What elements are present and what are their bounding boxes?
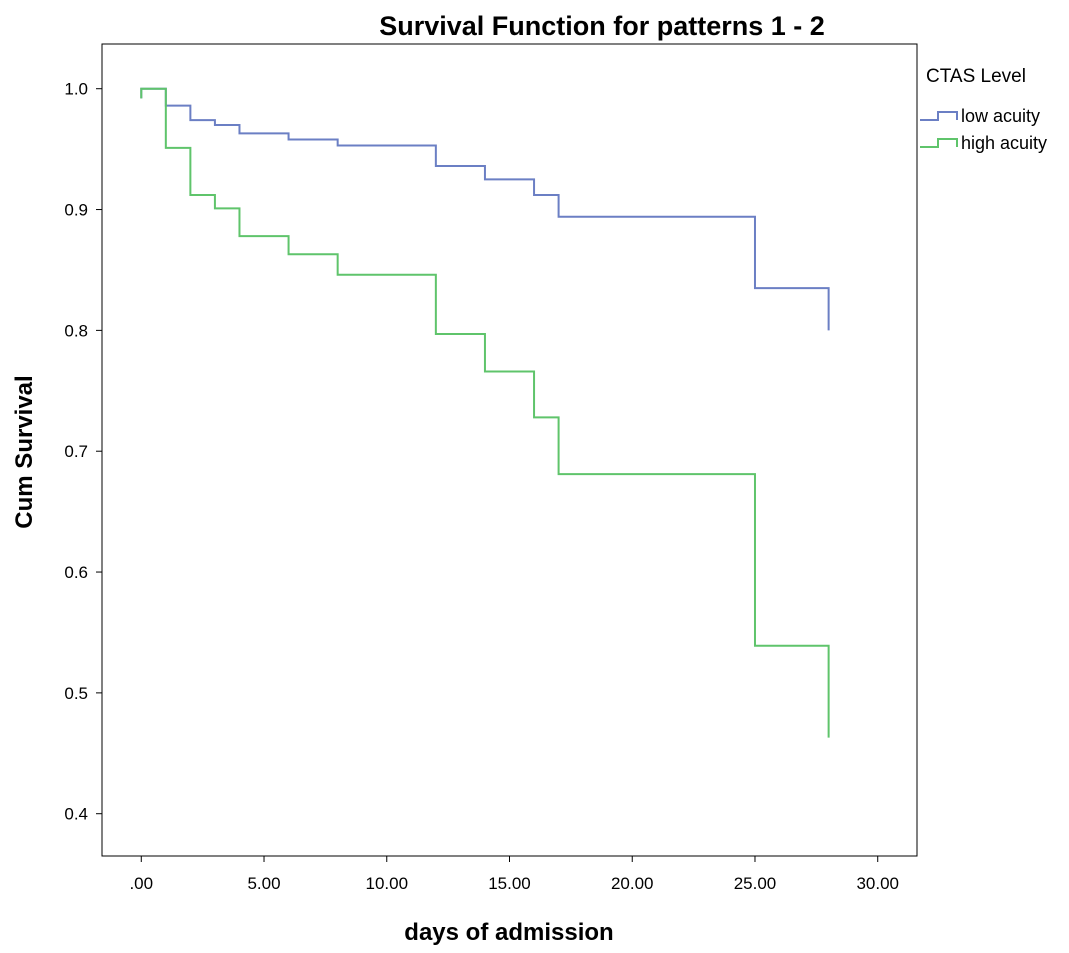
y-tick-label: 0.9 [64, 201, 88, 220]
legend-swatch [920, 138, 958, 148]
legend-item-label: high acuity [961, 133, 1047, 153]
legend: CTAS Level low acuity high acuity [920, 66, 1047, 153]
plot-area-frame [101, 43, 918, 857]
x-axis: .00 5.00 10.00 15.00 20.00 25.00 30.00 [129, 856, 899, 893]
series-layer [140, 87, 830, 738]
y-tick-label: 0.6 [64, 563, 88, 582]
legend-item-label: low acuity [961, 106, 1040, 126]
series-line-high-acuity [140, 87, 830, 738]
x-tick-label: 5.00 [247, 874, 280, 893]
x-tick-label: 25.00 [734, 874, 777, 893]
legend-swatch [920, 111, 958, 121]
y-axis: 0.4 0.5 0.6 0.7 0.8 0.9 1.0 [64, 80, 102, 824]
x-tick-label: .00 [129, 874, 153, 893]
chart-title: Survival Function for patterns 1 - 2 [379, 11, 825, 41]
x-axis-label: days of admission [404, 919, 613, 946]
series-line-low-acuity [140, 87, 830, 331]
y-axis-label: Cum Survival [11, 375, 38, 528]
y-tick-label: 1.0 [64, 80, 88, 99]
y-tick-label: 0.4 [64, 805, 88, 824]
legend-title: CTAS Level [926, 66, 1026, 87]
x-tick-label: 15.00 [488, 874, 531, 893]
y-tick-label: 0.5 [64, 684, 88, 703]
y-tick-label: 0.8 [64, 321, 88, 340]
x-tick-label: 20.00 [611, 874, 654, 893]
x-tick-label: 30.00 [856, 874, 899, 893]
x-tick-label: 10.00 [365, 874, 408, 893]
y-tick-label: 0.7 [64, 442, 88, 461]
